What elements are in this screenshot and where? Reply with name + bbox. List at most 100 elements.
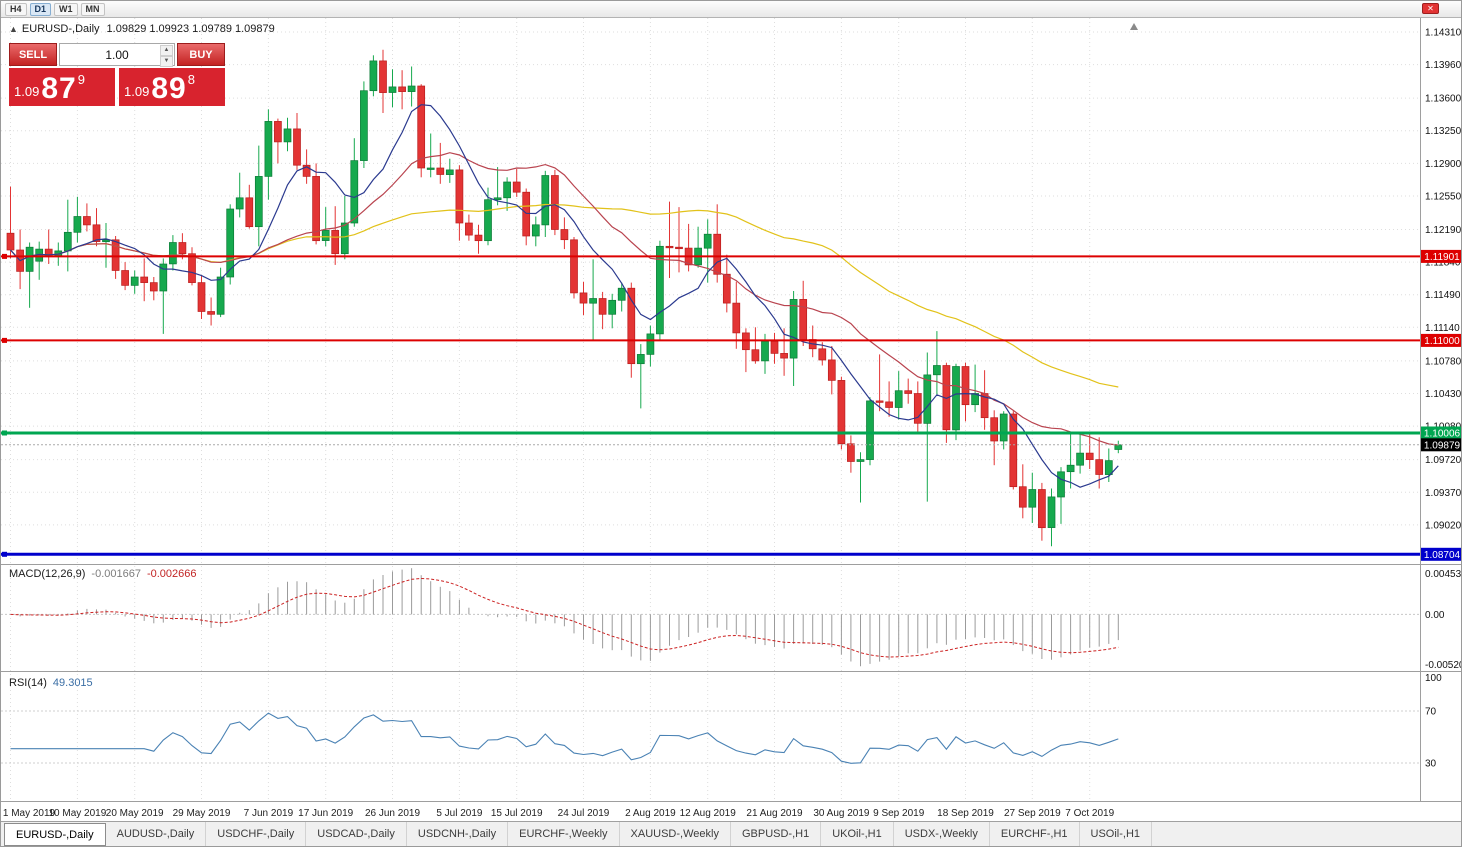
timeframe-button-h4[interactable]: H4	[5, 2, 27, 16]
sell-price-pip: 9	[77, 72, 85, 87]
svg-text:17 Jun 2019: 17 Jun 2019	[298, 808, 353, 819]
price-level-label: 1.08704	[1421, 547, 1461, 561]
svg-text:5 Jul 2019: 5 Jul 2019	[436, 808, 483, 819]
buy-price-pip: 8	[187, 72, 195, 87]
svg-text:2 Aug 2019: 2 Aug 2019	[625, 808, 676, 819]
chart-tab-eurchf-h1[interactable]: EURCHF-,H1	[990, 822, 1080, 846]
timeframe-buttons: H4 D1 W1 MN	[5, 2, 105, 16]
volume-down-button[interactable]: ▼	[160, 56, 173, 67]
timeframe-button-mn[interactable]: MN	[80, 2, 105, 16]
svg-text:18 Sep 2019: 18 Sep 2019	[937, 808, 994, 819]
macd-signal-line	[10, 577, 1119, 658]
svg-text:1.11000: 1.11000	[1424, 336, 1460, 347]
svg-text:1.12900: 1.12900	[1425, 159, 1462, 170]
symbol-label: EURUSD-,Daily	[21, 23, 100, 35]
svg-text:1.09020: 1.09020	[1425, 520, 1462, 531]
svg-text:26 Jun 2019: 26 Jun 2019	[365, 808, 420, 819]
collapse-panel-icon[interactable]: ▲	[9, 24, 18, 34]
volume-value: 1.00	[105, 47, 129, 62]
rsi-indicator-label: RSI(14) 49.3015	[9, 677, 93, 689]
svg-text:1.13250: 1.13250	[1425, 126, 1462, 137]
chart-tab-gbpusd-h1[interactable]: GBPUSD-,H1	[731, 822, 822, 846]
svg-text:1.11901: 1.11901	[1424, 252, 1460, 263]
svg-text:1.13600: 1.13600	[1425, 94, 1462, 105]
svg-text:29 May 2019: 29 May 2019	[173, 808, 231, 819]
svg-text:1.11490: 1.11490	[1425, 290, 1461, 301]
bid-price-label: 1.09879	[1421, 438, 1461, 452]
svg-text:1.13960: 1.13960	[1425, 60, 1462, 71]
chart-canvas[interactable]: 1.14310 1.13960 1.13600 1.13250 1.12900 1.125…	[1, 18, 1462, 823]
svg-text:27 Sep 2019: 27 Sep 2019	[1004, 808, 1061, 819]
svg-text:1.10780: 1.10780	[1425, 356, 1462, 367]
chart-tab-xauusd-weekly[interactable]: XAUUSD-,Weekly	[620, 822, 731, 846]
ohlc-values: 1.09829 1.09923 1.09789 1.09879	[106, 23, 275, 35]
chart-shift-marker-icon[interactable]	[1130, 23, 1138, 30]
chart-tab-bar: EURUSD-,Daily AUDUSD-,Daily USDCHF-,Daily U…	[1, 821, 1461, 846]
macd-histogram	[19, 568, 1119, 667]
chart-tab-eurusd-daily[interactable]: EURUSD-,Daily	[4, 823, 106, 846]
volume-up-button[interactable]: ▲	[160, 45, 173, 56]
sma-mid-line	[10, 152, 1119, 446]
svg-text:12 Aug 2019: 12 Aug 2019	[680, 808, 737, 819]
chart-tab-ukoil-h1[interactable]: UKOil-,H1	[821, 822, 894, 846]
price-level-label: 1.10006	[1421, 426, 1461, 440]
chart-tab-usdchf-daily[interactable]: USDCHF-,Daily	[206, 822, 307, 846]
svg-text:10 May 2019: 10 May 2019	[48, 808, 106, 819]
buy-price-prefix: 1.09	[124, 84, 150, 99]
timeframe-button-d1[interactable]: D1	[29, 2, 52, 16]
svg-text:21 Aug 2019: 21 Aug 2019	[746, 808, 803, 819]
chart-tab-usdx-weekly[interactable]: USDX-,Weekly	[894, 822, 990, 846]
svg-text:20 May 2019: 20 May 2019	[106, 808, 164, 819]
svg-text:1.11140: 1.11140	[1425, 323, 1460, 334]
svg-text:100: 100	[1425, 673, 1442, 684]
macd-axis[interactable]: 0.004536 0.00 -0.005205	[1425, 569, 1462, 671]
svg-text:24 Jul 2019: 24 Jul 2019	[558, 808, 610, 819]
chart-tab-audusd-daily[interactable]: AUDUSD-,Daily	[106, 822, 207, 846]
chart-tab-eurchf-weekly[interactable]: EURCHF-,Weekly	[508, 822, 620, 846]
buy-price-display[interactable]: 1.09 89 8	[119, 68, 225, 106]
candles-layer	[6, 49, 1123, 547]
volume-spinner: ▲ ▼	[160, 45, 173, 67]
svg-text:0.00: 0.00	[1425, 610, 1445, 621]
one-click-trade-panel: SELL 1.00 ▲ ▼ BUY 1.09 87 9 1.09 89 8	[9, 43, 225, 106]
sell-price-display[interactable]: 1.09 87 9	[9, 68, 115, 106]
svg-text:9 Sep 2019: 9 Sep 2019	[873, 808, 925, 819]
rsi-axis[interactable]: 100 70 30	[1425, 673, 1442, 770]
price-axis[interactable]: 1.14310 1.13960 1.13600 1.13250 1.12900 1.125…	[1425, 28, 1462, 532]
svg-text:30: 30	[1425, 759, 1437, 770]
svg-text:70: 70	[1425, 707, 1437, 718]
close-icon[interactable]: ✕	[1422, 3, 1439, 14]
rsi-line	[10, 712, 1119, 764]
buy-button[interactable]: BUY	[177, 43, 225, 66]
chart-tab-usoil-h1[interactable]: USOil-,H1	[1080, 822, 1153, 846]
buy-price-main: 89	[151, 72, 187, 105]
chart-tab-usdcnh-daily[interactable]: USDCNH-,Daily	[407, 822, 509, 846]
svg-text:0.004536: 0.004536	[1425, 569, 1462, 580]
price-level-label: 1.11000	[1421, 333, 1461, 347]
svg-text:1.10430: 1.10430	[1425, 389, 1462, 400]
macd-main-value: -0.001667	[91, 568, 141, 580]
chart-title: ▲ EURUSD-,Daily 1.09829 1.09923 1.09789 1.…	[9, 23, 275, 35]
sell-price-main: 87	[41, 72, 77, 105]
svg-text:1.08704: 1.08704	[1424, 550, 1461, 561]
timeframe-button-w1[interactable]: W1	[54, 2, 78, 16]
svg-text:1.11840: 1.11840	[1425, 258, 1461, 269]
volume-input[interactable]: 1.00 ▲ ▼	[59, 43, 175, 67]
sma-fast-line	[10, 104, 1119, 488]
svg-text:1.09720: 1.09720	[1425, 455, 1462, 466]
rsi-value: 49.3015	[52, 677, 93, 689]
svg-text:1.10006: 1.10006	[1424, 429, 1461, 440]
macd-signal-value: -0.002666	[146, 568, 197, 580]
svg-text:-0.005205: -0.005205	[1425, 660, 1462, 671]
svg-text:7 Oct 2019: 7 Oct 2019	[1065, 808, 1114, 819]
svg-text:1.09370: 1.09370	[1425, 488, 1462, 499]
svg-text:15 Jul 2019: 15 Jul 2019	[491, 808, 543, 819]
svg-text:1.09879: 1.09879	[1424, 440, 1461, 451]
chart-tab-usdcad-daily[interactable]: USDCAD-,Daily	[306, 822, 407, 846]
svg-text:1.14310: 1.14310	[1425, 28, 1462, 39]
sell-button[interactable]: SELL	[9, 43, 57, 66]
horizontal-lines[interactable]	[1, 253, 1421, 557]
price-level-label: 1.11901	[1421, 249, 1461, 263]
